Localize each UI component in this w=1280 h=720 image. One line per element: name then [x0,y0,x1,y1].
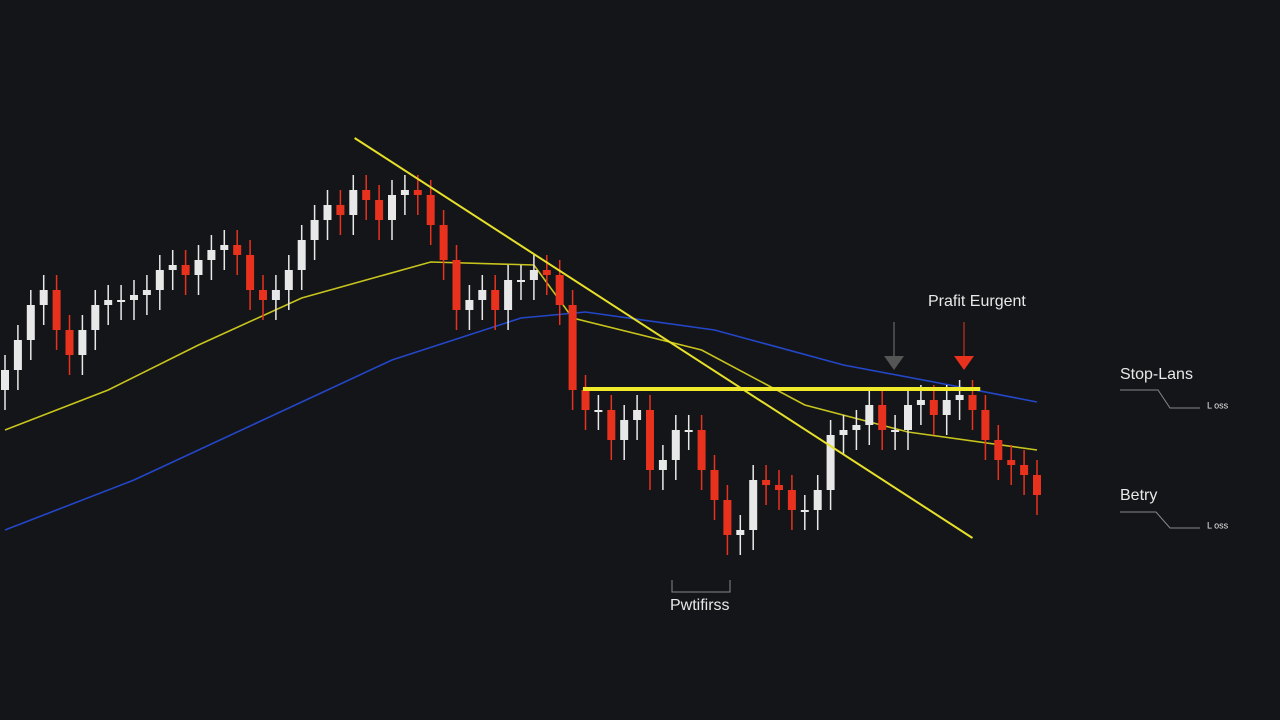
candle-body [594,410,603,412]
candle-body [710,470,719,500]
candle-body [800,510,809,512]
candle-body [504,280,513,310]
candle-body [1020,465,1029,475]
candle-body [349,190,358,215]
candle-body [130,295,138,300]
arrow-gray [884,356,904,370]
candle-body [787,490,796,510]
candle-body [646,410,654,470]
candle-body [671,430,680,460]
candle-body [246,255,255,290]
candle-body [813,490,822,510]
candle-body [723,500,732,535]
candle-body [39,290,48,305]
candle-body [775,485,783,490]
candle-body [220,245,229,250]
candle-body [13,340,22,370]
candle-body [297,240,306,270]
candle-body [749,480,758,530]
candle-body [994,440,1003,460]
candle-body [478,290,487,300]
candle-body [259,290,267,300]
candle-body [65,330,74,355]
candle-body [310,220,319,240]
bottom-label: Pwtifirss [670,597,730,614]
candle-body [633,410,642,420]
candle-body [1033,475,1041,495]
entry-label: Betry [1120,487,1157,504]
stop-note: L oss [1207,400,1229,410]
stop-label: Stop-Lans [1120,366,1193,383]
candle-body [491,290,500,310]
candle-body [142,290,151,295]
candle-body [904,405,912,430]
candle-body [968,395,977,410]
candle-body [78,330,87,355]
candle-body [413,190,422,195]
candle-body [155,270,164,290]
candle-body [568,305,577,390]
candle-body [207,250,216,260]
candle-body [117,300,126,302]
candle-body [233,245,242,255]
arrow-red [954,356,974,370]
candle-body [555,275,564,305]
trendline [354,137,974,539]
candle-body [323,205,332,220]
candle-body [929,400,938,415]
candle-body [439,225,448,260]
candle-body [891,430,900,432]
candle-body [581,390,590,410]
candle-body [697,430,706,470]
candle-body [426,195,435,225]
candle-body [916,400,925,405]
candle-body [517,280,525,282]
moving-average [4,311,1038,531]
candle-body [620,420,629,440]
candle-body [852,425,861,430]
candle-body [826,435,835,490]
candle-body [91,305,100,330]
candle-body [388,195,396,220]
candle-body [181,265,190,275]
candle-body [26,305,35,340]
candle-body [168,265,177,270]
bracket [671,580,731,593]
target-label: Prafit Eurgent [928,293,1026,310]
candle-body [375,200,384,220]
candle-body [955,395,964,400]
candle-body [981,410,990,440]
candle-body [942,400,951,415]
candle-body [736,530,745,535]
candle-body [658,460,667,470]
candle-body [336,205,345,215]
candle-body [400,190,409,195]
entry-note: L oss [1207,520,1229,530]
candle-body [839,430,848,435]
stop-connector [1120,389,1200,409]
candle-body [762,480,771,485]
candle-body [52,290,61,330]
candle-body [465,300,474,310]
candle-body [1,370,9,390]
candle-body [104,300,113,305]
candle-body [194,260,203,275]
candle-body [878,405,887,430]
candle-body [1007,460,1016,465]
candle-body [452,260,461,310]
candle-body [271,290,280,300]
candle-body [542,270,551,275]
candle-body [284,270,293,290]
candle-body [362,190,371,200]
entry-connector [1120,511,1200,529]
candle-body [684,430,693,432]
candle-body [607,410,616,440]
candle-body [529,270,538,280]
candle-body [865,405,874,425]
